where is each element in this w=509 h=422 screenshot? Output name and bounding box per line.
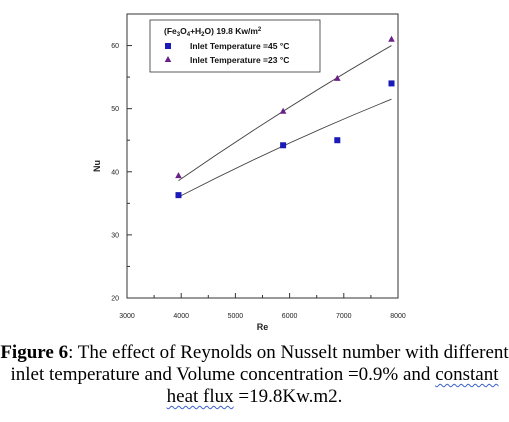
x-tick-label: 4000 xyxy=(173,313,189,320)
y-tick-label: 50 xyxy=(111,106,119,113)
legend-entry: Inlet Temperature =45 °C xyxy=(190,41,289,51)
legend-title-part: 2 xyxy=(201,32,205,38)
data-point-square xyxy=(334,137,341,144)
plot-area: 3000 4000 5000 6000 7000 8000 20 30 40 50 60 Re Nu (F… xyxy=(92,13,406,332)
legend-title-part: 4 xyxy=(187,32,191,38)
caption-squiggle-1: constant xyxy=(435,364,499,385)
figure-caption: Figure 6: The effect of Reynolds on Nuss… xyxy=(0,342,509,408)
y-tick-label: 60 xyxy=(111,43,119,50)
legend-title-part: 3 xyxy=(177,32,181,38)
caption-number: 6 xyxy=(58,342,69,363)
legend-title-part: (Fe xyxy=(164,26,177,36)
data-point-square xyxy=(388,80,395,87)
chart: 3000 4000 5000 6000 7000 8000 20 30 40 50 60 Re Nu (F… xyxy=(92,13,406,332)
y-tick-label: 30 xyxy=(111,232,119,239)
x-tick-label: 5000 xyxy=(228,313,244,320)
legend-title-part: O) 19.8 Kw/m xyxy=(205,26,259,36)
data-point-triangle xyxy=(279,107,287,114)
legend-marker-triangle xyxy=(164,56,172,62)
y-tick-label: 20 xyxy=(111,296,119,303)
legend-title-part: +H xyxy=(190,26,201,36)
legend-box xyxy=(149,19,321,73)
y-tick-label: 40 xyxy=(111,169,119,176)
data-point-triangle xyxy=(388,35,395,42)
x-tick-label: 7000 xyxy=(336,313,352,320)
x-axis-title: Re xyxy=(257,322,269,332)
caption-text-3: =19.8Kw.m2. xyxy=(233,386,343,407)
x-tick-label: 6000 xyxy=(282,313,298,320)
caption-text-1: : The effect of Reynolds on Nusselt numb… xyxy=(10,342,509,385)
x-tick-label: 8000 xyxy=(390,313,406,320)
legend-marker-square xyxy=(165,43,171,49)
legend-title-part: 2 xyxy=(258,27,262,33)
y-axis-title: Nu xyxy=(92,160,102,172)
legend-title: (Fe3O4+H2O) 19.8 Kw/m2 xyxy=(164,26,262,38)
data-point-square xyxy=(280,142,287,149)
legend-entry: Inlet Temperature =23 °C xyxy=(190,55,289,65)
fit-line-2 xyxy=(178,45,392,181)
caption-squiggle-2: heat flux xyxy=(166,386,234,407)
data-point-square xyxy=(175,192,182,199)
data-point-triangle xyxy=(333,74,341,81)
caption-label: Figure xyxy=(0,342,54,363)
x-tick-label: 3000 xyxy=(119,313,135,320)
data-point-triangle xyxy=(175,172,182,179)
legend-title-part: O xyxy=(180,26,187,36)
